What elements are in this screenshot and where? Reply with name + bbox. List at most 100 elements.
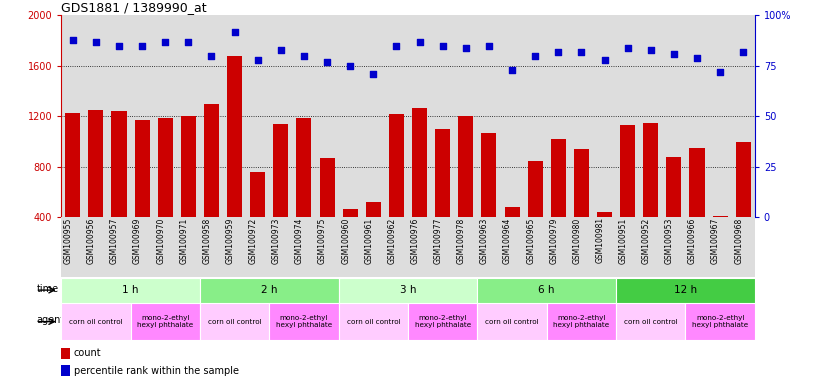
Text: GSM100975: GSM100975 (318, 217, 327, 264)
Text: GSM100977: GSM100977 (433, 217, 442, 264)
Bar (690, 148, 704, 268)
Bar (339, 303, 408, 340)
Bar (551, 139, 565, 268)
Bar (504, 207, 520, 268)
Bar (269, 303, 339, 340)
Point (529, 53, 542, 59)
Text: GSM100974: GSM100974 (295, 217, 304, 264)
Point (737, 49, 750, 55)
Bar (88, 110, 104, 268)
Bar (181, 116, 196, 268)
Point (228, 28, 241, 35)
Bar (667, 157, 681, 268)
Bar (528, 161, 543, 268)
Text: GSM100968: GSM100968 (734, 217, 743, 263)
Text: GSM100970: GSM100970 (156, 217, 165, 264)
Text: GSM100962: GSM100962 (388, 217, 397, 263)
Bar (251, 172, 265, 268)
Point (344, 63, 357, 69)
Bar (131, 303, 200, 340)
Bar (296, 118, 312, 268)
Bar (597, 212, 612, 268)
Text: corn oil control: corn oil control (486, 319, 539, 324)
Point (158, 38, 171, 45)
Bar (547, 303, 616, 340)
Bar (736, 142, 751, 268)
Bar (61, 365, 70, 376)
Text: GSM100961: GSM100961 (364, 217, 373, 263)
Point (436, 43, 449, 49)
Point (251, 57, 264, 63)
Text: GSM100958: GSM100958 (202, 217, 211, 263)
Point (274, 46, 287, 53)
Text: 3 h: 3 h (400, 285, 416, 295)
Text: GSM100978: GSM100978 (457, 217, 466, 263)
Text: GSM100953: GSM100953 (665, 217, 674, 264)
Bar (343, 209, 357, 268)
Text: corn oil control: corn oil control (624, 319, 677, 324)
Text: 6 h: 6 h (539, 285, 555, 295)
Text: corn oil control: corn oil control (208, 319, 261, 324)
Bar (157, 118, 173, 268)
Bar (135, 120, 149, 268)
Bar (481, 133, 496, 268)
Point (366, 71, 379, 77)
Text: GSM100976: GSM100976 (410, 217, 419, 264)
Point (667, 51, 681, 57)
Bar (112, 111, 126, 268)
Text: time: time (37, 284, 59, 294)
Text: GDS1881 / 1389990_at: GDS1881 / 1389990_at (61, 1, 206, 14)
Bar (620, 125, 635, 268)
Bar (643, 122, 659, 268)
Point (574, 49, 588, 55)
Text: GSM100981: GSM100981 (596, 217, 605, 263)
Text: GSM100960: GSM100960 (341, 217, 350, 264)
Text: agent: agent (37, 315, 65, 325)
Bar (459, 116, 473, 268)
Point (205, 53, 218, 59)
Bar (61, 348, 70, 359)
Point (390, 43, 403, 49)
Text: count: count (73, 348, 101, 358)
Text: GSM100952: GSM100952 (641, 217, 651, 263)
Text: GSM100955: GSM100955 (64, 217, 73, 264)
Text: mono-2-ethyl
hexyl phthalate: mono-2-ethyl hexyl phthalate (137, 315, 193, 328)
Bar (712, 216, 728, 268)
Bar (477, 278, 616, 303)
Point (297, 53, 310, 59)
Bar (320, 158, 335, 268)
Bar (200, 278, 339, 303)
Bar (366, 202, 381, 268)
Point (644, 46, 657, 53)
Text: GSM100951: GSM100951 (619, 217, 628, 263)
Text: GSM100964: GSM100964 (503, 217, 512, 264)
Bar (273, 124, 288, 268)
Text: GSM100969: GSM100969 (133, 217, 142, 264)
Point (413, 38, 426, 45)
Text: mono-2-ethyl
hexyl phthalate: mono-2-ethyl hexyl phthalate (692, 315, 748, 328)
Point (135, 43, 149, 49)
Bar (204, 104, 219, 268)
Point (621, 45, 634, 51)
Text: GSM100966: GSM100966 (688, 217, 697, 264)
Bar (61, 303, 131, 340)
Bar (61, 278, 200, 303)
Text: mono-2-ethyl
hexyl phthalate: mono-2-ethyl hexyl phthalate (276, 315, 332, 328)
Bar (685, 303, 755, 340)
Text: 1 h: 1 h (122, 285, 139, 295)
Point (598, 57, 611, 63)
Text: mono-2-ethyl
hexyl phthalate: mono-2-ethyl hexyl phthalate (415, 315, 471, 328)
Text: 12 h: 12 h (674, 285, 697, 295)
Bar (389, 114, 404, 268)
Bar (616, 278, 755, 303)
Text: GSM100956: GSM100956 (86, 217, 96, 264)
Point (552, 49, 565, 55)
Text: GSM100980: GSM100980 (572, 217, 582, 263)
Text: percentile rank within the sample: percentile rank within the sample (73, 366, 239, 376)
Bar (65, 113, 80, 268)
Text: GSM100959: GSM100959 (225, 217, 235, 264)
Text: GSM100965: GSM100965 (526, 217, 535, 264)
Text: GSM100973: GSM100973 (272, 217, 281, 264)
Point (713, 69, 726, 75)
Point (321, 59, 334, 65)
